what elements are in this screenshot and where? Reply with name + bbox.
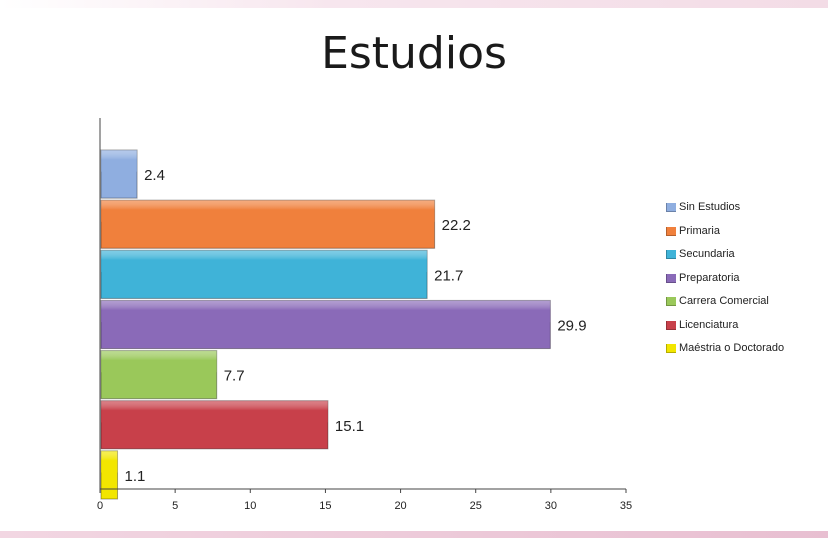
legend-swatch xyxy=(666,297,676,307)
bottom-decorative-band xyxy=(0,531,828,538)
x-tick-label: 30 xyxy=(545,500,557,512)
legend-label: Maéstria o Doctorado xyxy=(679,342,785,354)
x-tick-label: 15 xyxy=(319,500,331,512)
top-decorative-band xyxy=(0,0,828,8)
bar-highlight xyxy=(101,300,551,323)
chart-legend: Sin Estudios Primaria Secundaria Preparator… xyxy=(666,196,784,361)
legend-item: Maéstria o Doctorado xyxy=(666,337,784,361)
x-tick-label: 35 xyxy=(620,500,632,512)
x-tick-label: 25 xyxy=(470,500,482,512)
data-label: 29.9 xyxy=(557,318,586,335)
legend-swatch xyxy=(666,344,676,354)
data-label: 7.7 xyxy=(224,368,245,385)
x-tick-label: 0 xyxy=(97,500,103,512)
x-tick-label: 5 xyxy=(172,500,178,512)
legend-swatch xyxy=(666,226,676,236)
bar-highlight xyxy=(101,450,118,473)
legend-swatch xyxy=(666,320,676,330)
chart-title: Estudios xyxy=(321,28,507,79)
legend-item: Carrera Comercial xyxy=(666,290,784,314)
data-label: 22.2 xyxy=(442,217,471,234)
legend-label: Carrera Comercial xyxy=(679,295,769,307)
legend-item: Licenciatura xyxy=(666,314,784,338)
data-label: 2.4 xyxy=(144,167,165,184)
legend-label: Primaria xyxy=(679,224,720,237)
x-tick-label: 20 xyxy=(394,500,406,512)
bar-highlight xyxy=(101,400,328,423)
bar-highlight xyxy=(101,200,435,222)
legend-label: Preparatoria xyxy=(679,271,740,284)
bar-highlight xyxy=(101,250,428,272)
bar-highlight xyxy=(101,150,138,172)
legend-item: Sin Estudios xyxy=(666,196,784,220)
bar-highlight xyxy=(101,350,217,373)
legend-swatch xyxy=(666,273,676,283)
data-label: 21.7 xyxy=(434,267,463,284)
data-label: 15.1 xyxy=(335,418,364,435)
legend-swatch xyxy=(666,250,676,260)
legend-label: Secundaria xyxy=(679,248,735,260)
data-label: 1.1 xyxy=(125,468,146,485)
legend-label: Licenciatura xyxy=(679,318,739,331)
legend-swatch xyxy=(666,203,676,213)
legend-label: Sin Estudios xyxy=(679,201,741,213)
legend-item: Preparatoria xyxy=(666,267,784,291)
legend-item: Secundaria xyxy=(666,243,784,267)
legend-item: Primaria xyxy=(666,220,784,244)
x-tick-label: 10 xyxy=(244,500,256,512)
